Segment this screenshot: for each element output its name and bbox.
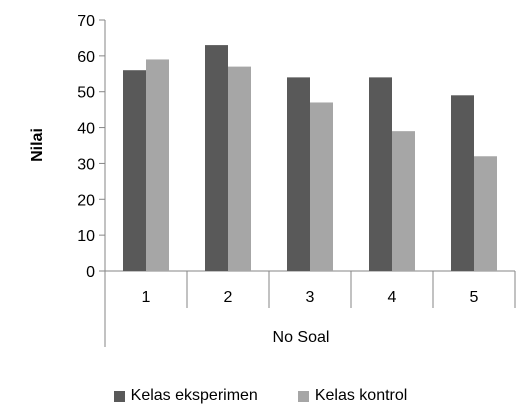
x-axis-title: No Soal (273, 329, 330, 346)
bar-eksperimen (123, 70, 146, 271)
y-tick-label: 40 (77, 121, 95, 138)
bar-eksperimen (451, 95, 474, 271)
bar-kontrol (146, 59, 169, 271)
bar-eksperimen (369, 77, 392, 271)
y-tick-label: 60 (77, 49, 95, 66)
legend-label-eksperimen: Kelas eksperimen (130, 387, 258, 404)
legend-item-kontrol: Kelas kontrol (297, 387, 408, 405)
x-tick-label: 4 (388, 289, 397, 306)
bar-kontrol (228, 66, 251, 271)
y-tick-label: 20 (77, 192, 95, 209)
x-tick-label: 1 (142, 289, 151, 306)
y-tick-label: 70 (77, 13, 95, 30)
x-tick-label: 3 (306, 289, 315, 306)
bar-kontrol (392, 131, 415, 271)
y-tick-label: 30 (77, 156, 95, 173)
legend-swatch-eksperimen (113, 390, 125, 402)
bar-eksperimen (205, 45, 228, 271)
legend-label-kontrol: Kelas kontrol (314, 387, 408, 404)
y-axis-title: Nilai (29, 128, 46, 162)
y-tick-label: 50 (77, 85, 95, 102)
x-tick-label: 5 (470, 289, 479, 306)
legend-item-eksperimen: Kelas eksperimen (113, 387, 258, 405)
legend-swatch-kontrol (297, 390, 309, 402)
bar-kontrol (310, 102, 333, 271)
y-tick-label: 0 (86, 264, 95, 281)
x-tick-label: 2 (224, 289, 233, 306)
bar-eksperimen (287, 77, 310, 271)
bar-kontrol (474, 156, 497, 271)
y-tick-label: 10 (77, 228, 95, 245)
legend: Kelas eksperimen Kelas kontrol (0, 384, 521, 408)
